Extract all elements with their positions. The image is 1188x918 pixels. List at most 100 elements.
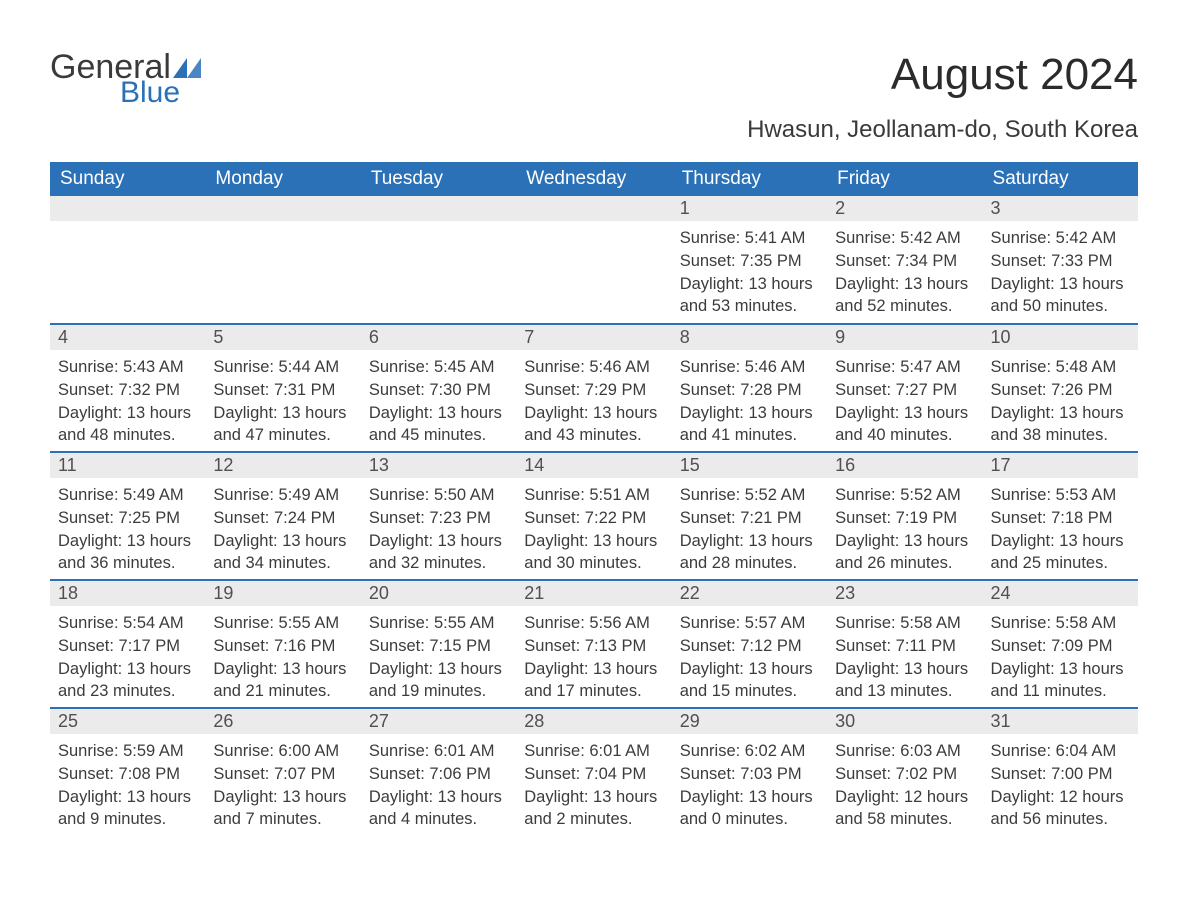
sunset-text: Sunset: 7:06 PM [369,763,508,786]
daylight-text: Daylight: 13 hours and 40 minutes. [835,402,974,448]
daylight-text: Daylight: 13 hours and 23 minutes. [58,658,197,704]
calendar-table: SundayMondayTuesdayWednesdayThursdayFrid… [50,162,1138,836]
sunset-text: Sunset: 7:24 PM [213,507,352,530]
day-content: Sunrise: 5:59 AMSunset: 7:08 PMDaylight:… [50,734,205,831]
day-content: Sunrise: 5:51 AMSunset: 7:22 PMDaylight:… [516,478,671,575]
calendar-day-cell: 10Sunrise: 5:48 AMSunset: 7:26 PMDayligh… [983,324,1138,452]
sunrise-text: Sunrise: 5:56 AM [524,612,663,635]
calendar-day-cell: 6Sunrise: 5:45 AMSunset: 7:30 PMDaylight… [361,324,516,452]
day-number: 4 [50,325,205,350]
day-number: 15 [672,453,827,478]
sunset-text: Sunset: 7:34 PM [835,250,974,273]
page-title: August 2024 [891,50,1138,100]
day-number [361,196,516,221]
day-of-week-header: Sunday [50,162,205,196]
logo-flag-icon [173,58,201,78]
day-content: Sunrise: 5:48 AMSunset: 7:26 PMDaylight:… [983,350,1138,447]
daylight-text: Daylight: 13 hours and 45 minutes. [369,402,508,448]
day-number: 8 [672,325,827,350]
sunset-text: Sunset: 7:04 PM [524,763,663,786]
sunrise-text: Sunrise: 5:58 AM [991,612,1130,635]
sunset-text: Sunset: 7:29 PM [524,379,663,402]
day-number: 31 [983,709,1138,734]
sunrise-text: Sunrise: 5:52 AM [835,484,974,507]
sunset-text: Sunset: 7:26 PM [991,379,1130,402]
calendar-day-cell: 27Sunrise: 6:01 AMSunset: 7:06 PMDayligh… [361,708,516,836]
day-content: Sunrise: 6:01 AMSunset: 7:04 PMDaylight:… [516,734,671,831]
sunset-text: Sunset: 7:15 PM [369,635,508,658]
sunrise-text: Sunrise: 6:04 AM [991,740,1130,763]
day-content: Sunrise: 6:00 AMSunset: 7:07 PMDaylight:… [205,734,360,831]
day-of-week-header: Wednesday [516,162,671,196]
calendar-day-cell: 3Sunrise: 5:42 AMSunset: 7:33 PMDaylight… [983,196,1138,324]
daylight-text: Daylight: 13 hours and 52 minutes. [835,273,974,319]
calendar-day-cell: 25Sunrise: 5:59 AMSunset: 7:08 PMDayligh… [50,708,205,836]
calendar-day-cell: 4Sunrise: 5:43 AMSunset: 7:32 PMDaylight… [50,324,205,452]
sunrise-text: Sunrise: 5:43 AM [58,356,197,379]
day-number: 13 [361,453,516,478]
sunrise-text: Sunrise: 5:50 AM [369,484,508,507]
day-content: Sunrise: 5:43 AMSunset: 7:32 PMDaylight:… [50,350,205,447]
day-number [50,196,205,221]
day-number: 7 [516,325,671,350]
sunset-text: Sunset: 7:00 PM [991,763,1130,786]
day-number: 30 [827,709,982,734]
calendar-day-cell: 16 Sunrise: 5:52 AMSunset: 7:19 PMDayligh… [827,452,982,580]
day-content: Sunrise: 5:46 AMSunset: 7:29 PMDaylight:… [516,350,671,447]
day-number: 24 [983,581,1138,606]
sunrise-text: Sunrise: 6:00 AM [213,740,352,763]
day-content: Sunrise: 6:03 AMSunset: 7:02 PMDaylight:… [827,734,982,831]
daylight-text: Daylight: 13 hours and 17 minutes. [524,658,663,704]
day-content: Sunrise: 5:42 AMSunset: 7:33 PMDaylight:… [983,221,1138,318]
calendar-day-cell: 30Sunrise: 6:03 AMSunset: 7:02 PMDayligh… [827,708,982,836]
sunset-text: Sunset: 7:18 PM [991,507,1130,530]
sunrise-text: Sunrise: 5:55 AM [213,612,352,635]
sunrise-text: Sunrise: 5:48 AM [991,356,1130,379]
sunset-text: Sunset: 7:22 PM [524,507,663,530]
calendar-day-cell: 17Sunrise: 5:53 AMSunset: 7:18 PMDayligh… [983,452,1138,580]
daylight-text: Daylight: 13 hours and 13 minutes. [835,658,974,704]
sunrise-text: Sunrise: 6:02 AM [680,740,819,763]
day-number: 16 [827,453,982,478]
sunset-text: Sunset: 7:30 PM [369,379,508,402]
sunrise-text: Sunrise: 5:51 AM [524,484,663,507]
day-content: Sunrise: 6:01 AMSunset: 7:06 PMDaylight:… [361,734,516,831]
calendar-day-cell: 18Sunrise: 5:54 AMSunset: 7:17 PMDayligh… [50,580,205,708]
day-number: 26 [205,709,360,734]
day-number: 27 [361,709,516,734]
daylight-text: Daylight: 13 hours and 9 minutes. [58,786,197,832]
day-number: 21 [516,581,671,606]
sunset-text: Sunset: 7:13 PM [524,635,663,658]
sunrise-text: Sunrise: 5:46 AM [680,356,819,379]
calendar-day-cell [516,196,671,324]
daylight-text: Daylight: 13 hours and 26 minutes. [835,530,974,576]
day-of-week-header-row: SundayMondayTuesdayWednesdayThursdayFrid… [50,162,1138,196]
calendar-day-cell: 15Sunrise: 5:52 AMSunset: 7:21 PMDayligh… [672,452,827,580]
day-content: Sunrise: 5:47 AMSunset: 7:27 PMDaylight:… [827,350,982,447]
sunset-text: Sunset: 7:08 PM [58,763,197,786]
daylight-text: Daylight: 13 hours and 38 minutes. [991,402,1130,448]
sunset-text: Sunset: 7:19 PM [835,507,974,530]
day-content: Sunrise: 5:58 AMSunset: 7:11 PMDaylight:… [827,606,982,703]
day-number: 28 [516,709,671,734]
sunrise-text: Sunrise: 5:55 AM [369,612,508,635]
sunrise-text: Sunrise: 5:41 AM [680,227,819,250]
calendar-day-cell: 19Sunrise: 5:55 AMSunset: 7:16 PMDayligh… [205,580,360,708]
sunrise-text: Sunrise: 5:53 AM [991,484,1130,507]
day-number: 25 [50,709,205,734]
calendar-day-cell: 26Sunrise: 6:00 AMSunset: 7:07 PMDayligh… [205,708,360,836]
day-number: 20 [361,581,516,606]
day-content: Sunrise: 5:42 AMSunset: 7:34 PMDaylight:… [827,221,982,318]
location-subtitle: Hwasun, Jeollanam-do, South Korea [50,116,1138,144]
daylight-text: Daylight: 13 hours and 2 minutes. [524,786,663,832]
daylight-text: Daylight: 13 hours and 25 minutes. [991,530,1130,576]
day-content: Sunrise: 5:53 AMSunset: 7:18 PMDaylight:… [983,478,1138,575]
calendar-day-cell: 7Sunrise: 5:46 AMSunset: 7:29 PMDaylight… [516,324,671,452]
day-number: 22 [672,581,827,606]
calendar-day-cell: 2Sunrise: 5:42 AMSunset: 7:34 PMDaylight… [827,196,982,324]
sunset-text: Sunset: 7:32 PM [58,379,197,402]
sunset-text: Sunset: 7:21 PM [680,507,819,530]
day-content: Sunrise: 5:54 AMSunset: 7:17 PMDaylight:… [50,606,205,703]
daylight-text: Daylight: 13 hours and 53 minutes. [680,273,819,319]
calendar-week-row: 11Sunrise: 5:49 AMSunset: 7:25 PMDayligh… [50,452,1138,580]
